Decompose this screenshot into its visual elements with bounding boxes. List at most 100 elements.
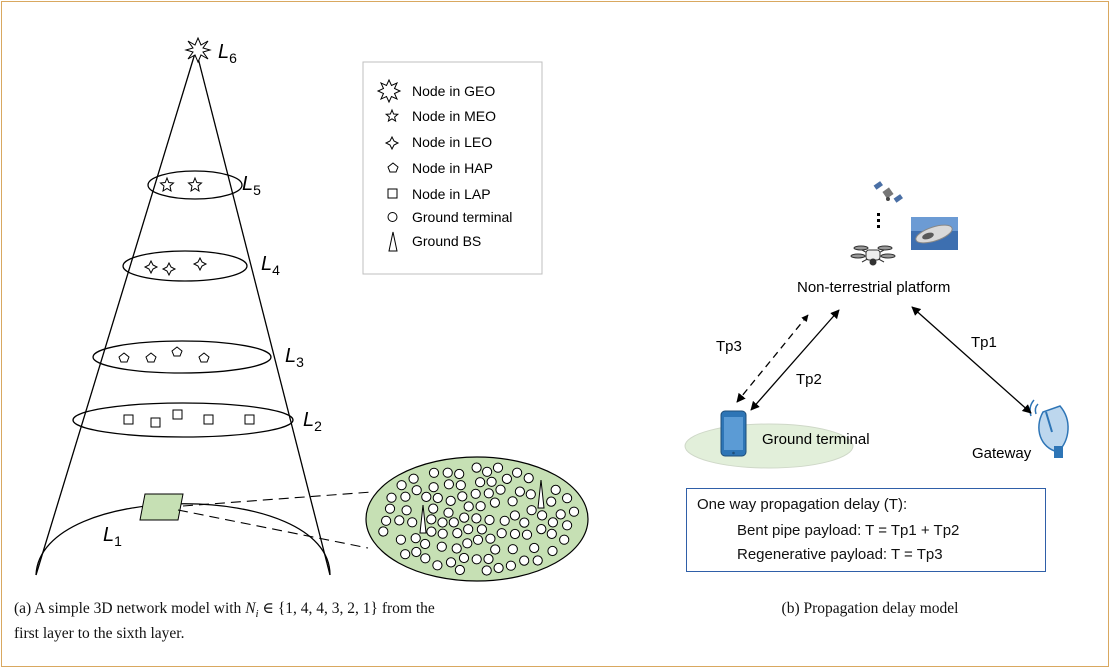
caption-a: (a) A simple 3D network model with Ni ∈ … bbox=[14, 600, 435, 643]
ground-terminal-icon bbox=[401, 505, 412, 516]
ground-terminal-icon bbox=[432, 560, 443, 571]
gateway-dish-icon bbox=[1029, 399, 1069, 458]
ground-terminal-icon bbox=[493, 562, 504, 574]
hap-node-icon bbox=[118, 352, 130, 363]
ground-terminal-icon bbox=[428, 482, 439, 493]
ground-terminal-icon bbox=[411, 546, 422, 558]
layer-label-4: L4 bbox=[261, 253, 280, 278]
meo-node-icon bbox=[187, 176, 203, 193]
layer-ellipse-5 bbox=[147, 170, 243, 200]
ground-terminal-icon bbox=[523, 473, 534, 484]
ground-terminal-icon bbox=[452, 528, 463, 539]
ground-terminal-icon bbox=[501, 473, 512, 484]
ground-terminal-icon bbox=[426, 526, 437, 537]
ground-terminal-icon bbox=[454, 564, 465, 576]
ground-terminal-icon bbox=[555, 509, 566, 520]
ground-terminal-icon bbox=[550, 484, 561, 495]
ground-terminal-icon bbox=[428, 503, 439, 514]
ground-terminal-icon bbox=[537, 510, 548, 521]
lap-node-icon bbox=[244, 414, 255, 425]
legend-label-leo: Node in LEO bbox=[412, 134, 492, 150]
geo-node-icon bbox=[184, 36, 212, 64]
tp3-label: Tp3 bbox=[716, 338, 742, 355]
zoom-lines bbox=[177, 491, 373, 549]
ground-terminal-icon bbox=[568, 506, 580, 517]
ground-terminal-icon bbox=[559, 534, 570, 545]
geo-star-icon bbox=[376, 78, 402, 104]
ground-terminal-icon bbox=[562, 520, 573, 531]
ground-terminal-icon bbox=[509, 510, 521, 521]
ground-terminal-icon bbox=[445, 495, 456, 506]
layer-ellipse-4 bbox=[122, 250, 248, 282]
satellite-icon bbox=[873, 181, 903, 203]
propagation-delay-box: One way propagation delay (T): Bent pipe… bbox=[686, 488, 1046, 572]
ground-terminal-icon bbox=[463, 524, 474, 535]
more-platforms-dots-icon bbox=[877, 213, 880, 228]
hap-node-icon bbox=[145, 352, 157, 363]
ground-patch bbox=[139, 493, 184, 521]
ground-terminal-icon bbox=[532, 555, 543, 566]
ground-terminal-icon bbox=[451, 543, 462, 554]
tp2-label: Tp2 bbox=[796, 371, 822, 388]
link-tp3 bbox=[736, 314, 809, 403]
ground-terminal-icon bbox=[509, 528, 521, 540]
legend-label-meo: Node in MEO bbox=[412, 108, 496, 124]
ground-terminal-icon bbox=[407, 517, 418, 528]
lap-node-icon bbox=[203, 414, 214, 425]
ground-terminal-icon bbox=[445, 557, 457, 568]
leo-star-icon bbox=[384, 135, 400, 151]
ground-terminal-icon bbox=[482, 466, 493, 477]
hap-node-icon bbox=[171, 346, 183, 357]
ground-terminal-icon bbox=[470, 488, 481, 499]
ground-terminal-icon bbox=[521, 529, 533, 540]
ground-terminal-icon bbox=[476, 524, 487, 535]
ground-terminal-icon bbox=[426, 514, 437, 525]
ground-terminal-icon bbox=[443, 479, 454, 490]
ground-terminal-icon bbox=[448, 517, 459, 528]
meo-star-icon bbox=[384, 108, 400, 123]
pentagon-icon bbox=[387, 162, 399, 173]
ground-terminal-icon bbox=[546, 496, 557, 507]
ground-terminal-icon bbox=[394, 515, 405, 526]
ground-terminal-icon bbox=[384, 503, 396, 514]
ground-terminal-icon bbox=[459, 512, 470, 523]
ground-terminal-icon bbox=[454, 468, 465, 480]
ground-terminal-icon bbox=[489, 497, 500, 508]
lap-node-icon bbox=[123, 414, 134, 425]
legend-label-hap: Node in HAP bbox=[412, 160, 493, 176]
ground-terminal-icon bbox=[526, 505, 537, 516]
tower-icon bbox=[388, 231, 398, 252]
ground-terminal-icon bbox=[381, 515, 392, 526]
ground-terminal-icon bbox=[420, 553, 431, 564]
layer-ellipse-3 bbox=[92, 340, 272, 374]
ground-terminal-icon bbox=[496, 528, 507, 539]
ground-terminal-icon bbox=[483, 553, 494, 565]
ground-terminal-icon bbox=[547, 517, 559, 528]
bent-pipe-formula: Bent pipe payload: T = Tp1 + Tp2 bbox=[737, 522, 960, 539]
airship-image-icon bbox=[911, 217, 958, 250]
ground-terminal-icon bbox=[536, 524, 547, 535]
meo-node-icon bbox=[159, 176, 175, 193]
ground-terminal-icon bbox=[546, 528, 557, 540]
link-tp1 bbox=[911, 306, 1032, 414]
drone-icon bbox=[850, 245, 896, 266]
ground-terminal-icon bbox=[455, 480, 466, 491]
phone-icon bbox=[720, 410, 747, 457]
ground-terminal-icon bbox=[410, 533, 421, 544]
ground-terminal-icon bbox=[437, 517, 448, 528]
ground-terminal-icon bbox=[411, 485, 422, 496]
ground-terminal-icon bbox=[490, 544, 501, 555]
ground-bs-icon bbox=[537, 479, 545, 509]
ground-terminal-icon bbox=[547, 545, 558, 557]
ground-terminal-icon bbox=[471, 513, 482, 524]
ground-terminal-icon bbox=[507, 544, 518, 555]
leo-node-icon bbox=[192, 256, 208, 272]
ground-terminal-icon bbox=[519, 555, 530, 566]
legend: Node in GEO Node in MEO Node in LEO Node… bbox=[362, 61, 543, 275]
link-tp2 bbox=[750, 309, 840, 411]
ground-terminal-icon bbox=[483, 488, 494, 499]
ground-terminal-icon bbox=[421, 491, 432, 502]
ground-terminal-icon bbox=[442, 467, 453, 478]
ground-terminal-icon bbox=[562, 493, 573, 504]
